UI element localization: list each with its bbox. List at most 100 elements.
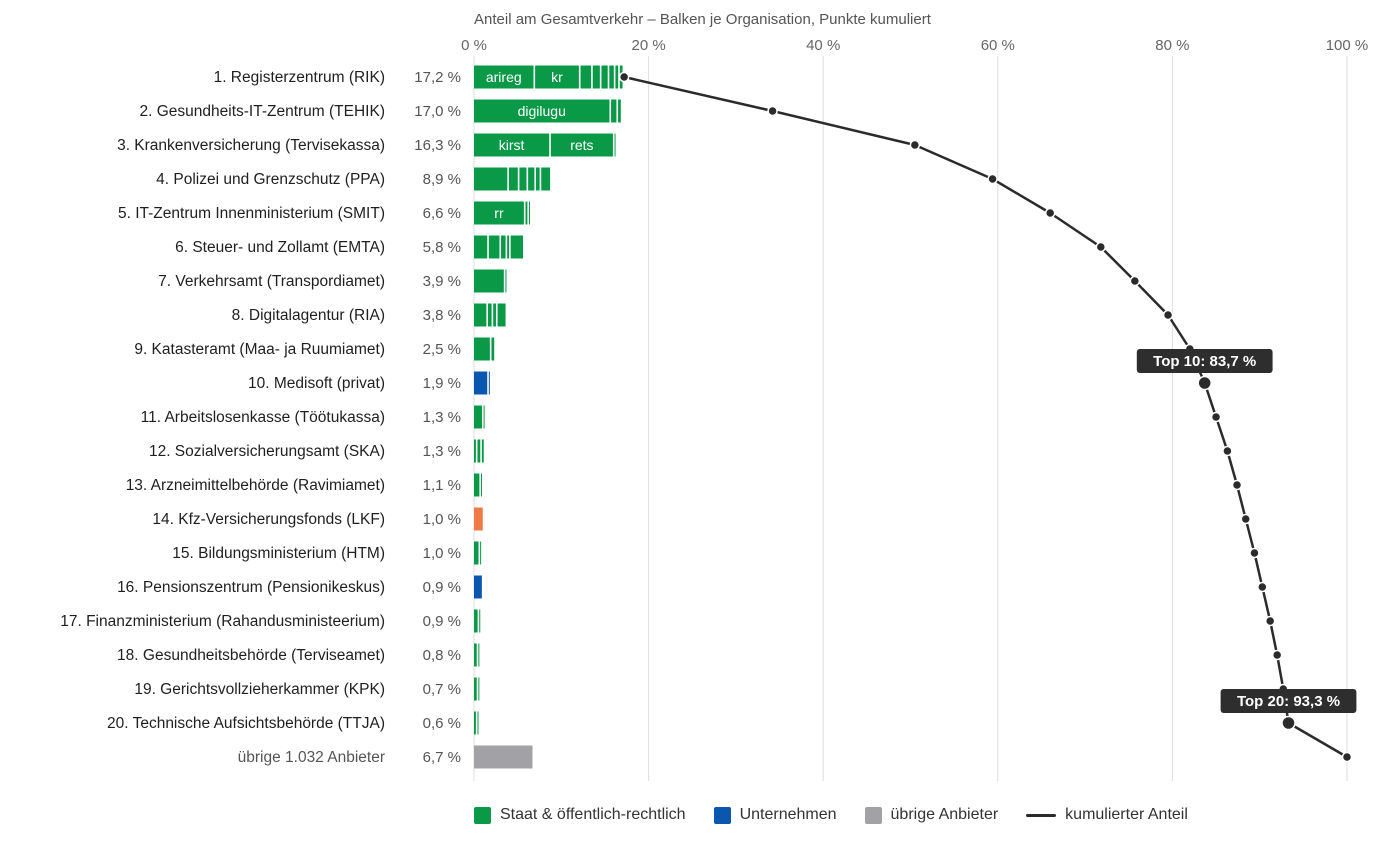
cumulative-point: [987, 173, 998, 185]
cumulative-polyline: [623, 75, 1348, 759]
bar-segment: [541, 167, 551, 191]
bar-segment: [481, 439, 484, 463]
bar-segment: [550, 133, 613, 157]
cumulative-point: [1249, 547, 1260, 559]
bar-segment: [535, 167, 540, 191]
value-label: 0,7 %: [423, 681, 461, 698]
category-label: 19. Gerichtsvollzieherkammer (KPK): [134, 681, 385, 698]
category-label: 1. Registerzentrum (RIK): [214, 69, 385, 86]
x-axis-ticks: 0 % 20 % 40 % 60 % 80 % 100 %: [461, 37, 1368, 54]
category-label: 5. IT-Zentrum Innenministerium (SMIT): [118, 205, 385, 222]
bar-segment: [592, 65, 600, 89]
bar-segment: [474, 99, 610, 123]
bar-segment: [474, 269, 504, 293]
category-label: 11. Arbeitslosenkasse (Töötukassa): [141, 409, 385, 426]
legend-item: übrige Anbieter: [864, 806, 999, 824]
bars: arireg kr digilugu kirst rets rr: [474, 65, 623, 769]
annotation-label: Top 10: 83,7 %: [1153, 353, 1256, 370]
value-label: 3,8 %: [423, 307, 461, 324]
cumulative-point: [1271, 649, 1283, 661]
category-label: 18. Gesundheitsbehörde (Terviseamet): [117, 647, 385, 664]
bar-segment: [478, 677, 480, 701]
chart-title: Anteil am Gesamtverkehr – Balken je Orga…: [474, 11, 932, 28]
bar-segment: [474, 507, 483, 531]
bar-segment: [525, 201, 528, 225]
cumulative-point: [1257, 581, 1268, 593]
bar-segment: [474, 133, 550, 157]
bar-segment: [477, 439, 481, 463]
bar-segment: [493, 303, 496, 327]
bar-segment: [474, 541, 479, 565]
legend: Staat & öffentlich-rechtlich Unternehmen ü…: [474, 806, 1188, 824]
category-label: 10. Medisoft (privat): [248, 375, 385, 392]
category-label: 15. Bildungsministerium (HTM): [172, 545, 385, 562]
category-label: 20. Technische Aufsichtsbehörde (TTJA): [107, 715, 385, 732]
cumulative-point: [1044, 207, 1056, 219]
category-label: 14. Kfz-Versicherungsfonds (LKF): [152, 511, 385, 528]
legend-swatch: [864, 806, 882, 824]
category-label: 7. Verkehrsamt (Transpordiamet): [158, 273, 385, 290]
legend-label: kumulierter Anteil: [1065, 806, 1188, 823]
bar-segment: [474, 65, 534, 89]
bar-segment: [614, 133, 616, 157]
segment-label: kirst: [499, 137, 525, 153]
bar-segment: [474, 609, 478, 633]
segment-label: kr: [551, 69, 563, 85]
bar-segment: [474, 235, 488, 259]
value-label: 1,3 %: [423, 409, 461, 426]
bar-segment: [474, 303, 487, 327]
value-label: 16,3 %: [414, 137, 461, 154]
pareto-chart: Anteil am Gesamtverkehr – Balken je Orga…: [60, 11, 1368, 781]
value-label: 1,1 %: [423, 477, 461, 494]
legend-item: kumulierter Anteil: [1026, 806, 1188, 824]
bar-segment: [474, 745, 533, 769]
legend-label: übrige Anbieter: [890, 806, 999, 823]
annotation-label: Top 20: 93,3 %: [1237, 693, 1340, 710]
annotation-box: [1136, 349, 1273, 373]
cumulative-point: [1231, 479, 1243, 491]
category-label: 16. Pensionszentrum (Pensionikeskus): [117, 579, 385, 596]
cumulative-point: [1095, 241, 1107, 253]
value-label: 1,0 %: [423, 545, 461, 562]
cumulative-point: [1162, 309, 1174, 321]
category-label: 12. Sozialversicherungsamt (SKA): [149, 443, 385, 460]
bar-segment: [528, 167, 535, 191]
bar-segment: [477, 711, 479, 735]
cumulative-point: [1197, 375, 1212, 391]
segment-label: arireg: [486, 69, 522, 85]
bar-segment: [535, 65, 579, 89]
cumulative-point: [1281, 715, 1296, 731]
bar-segment: [474, 643, 477, 667]
bar-segment: [480, 473, 483, 497]
category-label: 13. Arzneimittelbehörde (Ravimiamet): [126, 477, 385, 494]
category-label: übrige 1.032 Anbieter: [238, 749, 385, 766]
bar-segment: [618, 99, 621, 123]
legend-swatch: [474, 806, 491, 824]
category-label: 4. Polizei und Grenzschutz (PPA): [156, 171, 385, 188]
legend-item: Unternehmen: [713, 806, 837, 824]
value-label: 0,6 %: [423, 715, 461, 732]
bar-segment: [519, 167, 527, 191]
bar-segment: [479, 609, 481, 633]
legend-swatch: [1026, 813, 1057, 817]
x-tick-label: 0 %: [461, 37, 487, 54]
x-tick-label: 60 %: [981, 37, 1015, 54]
value-label: 0,9 %: [423, 579, 461, 596]
bar-segment: [491, 337, 495, 361]
value-label: 0,9 %: [423, 613, 461, 630]
x-tick-label: 100 %: [1326, 37, 1369, 54]
bar-segment: [478, 643, 480, 667]
bar-segment: [474, 677, 477, 701]
cumulative-point: [1129, 275, 1141, 287]
bar-segment: [580, 65, 592, 89]
bar-segment: [474, 201, 524, 225]
value-label: 0,8 %: [423, 647, 461, 664]
bar-segment: [609, 65, 614, 89]
value-label: 6,7 %: [423, 749, 461, 766]
cumulative-point: [1222, 445, 1233, 457]
cumulative-point: [1240, 513, 1251, 525]
category-label: 17. Finanzministerium (Rahandusministeer…: [60, 613, 385, 630]
category-label: 2. Gesundheits-IT-Zentrum (TEHIK): [140, 103, 386, 120]
bar-segment: [508, 167, 518, 191]
value-label: 17,0 %: [414, 103, 461, 120]
